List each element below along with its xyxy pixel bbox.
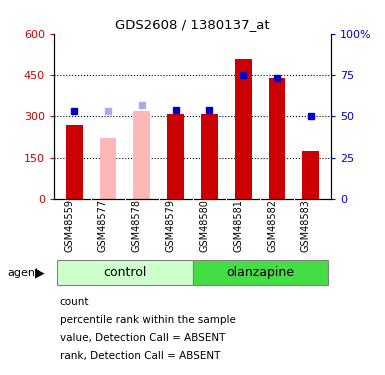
Text: rank, Detection Call = ABSENT: rank, Detection Call = ABSENT xyxy=(60,351,220,361)
FancyBboxPatch shape xyxy=(57,260,192,285)
Text: olanzapine: olanzapine xyxy=(226,266,294,279)
Bar xyxy=(66,124,83,199)
Text: GSM48583: GSM48583 xyxy=(301,200,311,252)
Text: control: control xyxy=(103,266,147,279)
Bar xyxy=(269,78,285,199)
Bar xyxy=(201,114,218,199)
Text: percentile rank within the sample: percentile rank within the sample xyxy=(60,315,236,325)
Text: GSM48578: GSM48578 xyxy=(132,199,142,252)
Text: GDS2608 / 1380137_at: GDS2608 / 1380137_at xyxy=(115,18,270,31)
Bar xyxy=(167,114,184,199)
Bar xyxy=(235,58,252,199)
Text: ▶: ▶ xyxy=(35,267,45,279)
Bar xyxy=(302,151,319,199)
Text: GSM48577: GSM48577 xyxy=(98,199,108,252)
Text: GSM48582: GSM48582 xyxy=(267,199,277,252)
Text: GSM48579: GSM48579 xyxy=(166,199,176,252)
FancyBboxPatch shape xyxy=(192,260,328,285)
Bar xyxy=(100,138,116,199)
Text: GSM48580: GSM48580 xyxy=(199,200,209,252)
Text: GSM48581: GSM48581 xyxy=(233,200,243,252)
Text: agent: agent xyxy=(8,268,40,278)
Bar xyxy=(133,111,150,199)
Text: GSM48559: GSM48559 xyxy=(64,199,74,252)
Text: count: count xyxy=(60,297,89,307)
Text: value, Detection Call = ABSENT: value, Detection Call = ABSENT xyxy=(60,333,225,343)
